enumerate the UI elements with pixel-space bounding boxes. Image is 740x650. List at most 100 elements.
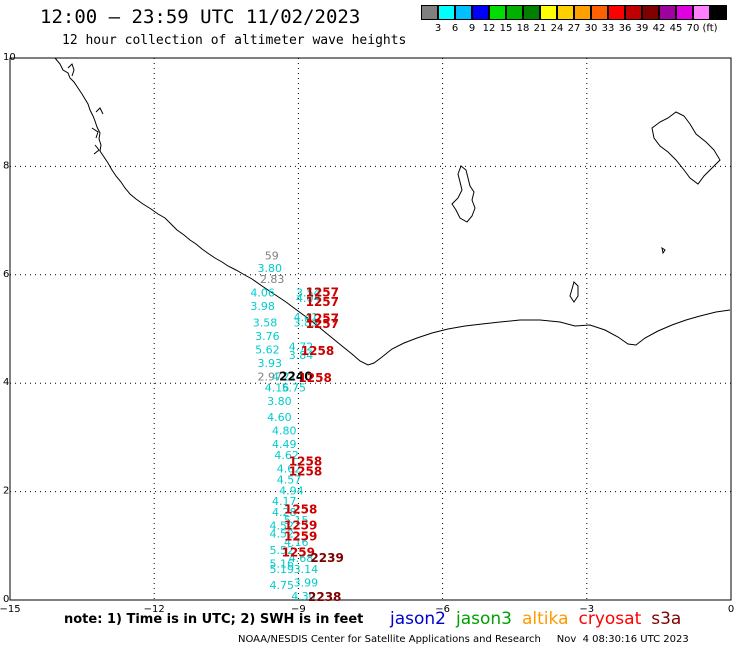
pass-time-label: 2238 [308, 590, 341, 604]
wave-height-label: 5.75 [282, 381, 307, 394]
color-scale-label: 18 [516, 23, 530, 34]
y-tick-label: 2 [3, 486, 9, 497]
wave-height-label: 4.72 [289, 341, 314, 354]
wave-height-label: 5.19 [270, 563, 295, 576]
wave-height-label: 4.62 [277, 463, 302, 476]
wave-height-label: 4.52 [270, 528, 295, 541]
x-tick-label: −12 [144, 604, 165, 615]
x-tick-label: −3 [579, 604, 594, 615]
footnote: note: 1) Time is in UTC; 2) SWH is in fe… [64, 612, 364, 627]
color-scale-swatch [421, 5, 438, 20]
wave-height-label: 3.54 [296, 286, 321, 299]
wave-height-label: 3.80 [258, 262, 283, 275]
color-scale-label: 21 [533, 23, 547, 34]
map-subtitle: 12 hour collection of altimeter wave hei… [62, 33, 407, 48]
color-scale-swatch [489, 5, 506, 20]
wave-height-label: 5.62 [255, 343, 280, 356]
x-tick-label: −9 [291, 604, 306, 615]
wave-height-label: 3.58 [253, 316, 278, 329]
y-tick-label: 8 [3, 160, 9, 171]
color-scale-label: 27 [567, 23, 581, 34]
wave-height-label: 5.15 [284, 514, 309, 527]
pass-time-label: 1257 [306, 311, 339, 325]
wave-height-label: 4.41 [294, 311, 319, 324]
pass-time-label: 1259 [284, 519, 317, 533]
color-scale-swatch [557, 5, 574, 20]
wave-height-label: 3.98 [250, 300, 274, 313]
wave-height-label: 4.17 [272, 495, 297, 508]
color-scale-swatch [659, 5, 676, 20]
wave-height-label: 4.28 [272, 506, 297, 519]
wave-height-label: 4.62 [274, 449, 299, 462]
satellite-legend-item: jason2 [390, 609, 446, 629]
map-grid [9, 57, 732, 601]
pass-time-label: 1257 [306, 317, 339, 331]
color-scale-swatch [608, 5, 625, 20]
color-scale-swatch [472, 5, 489, 20]
wave-height-label: 4.60 [267, 411, 292, 424]
small-lake-2 [661, 246, 666, 255]
nigeria-lakes [651, 111, 721, 185]
color-scale-label: (ft) [702, 23, 718, 34]
wave-height-label: 4.94 [279, 484, 304, 497]
pass-time-label: 2240 [279, 369, 312, 383]
wave-height-label: 4.68 [289, 552, 314, 565]
pass-time-label: 1258 [289, 455, 322, 469]
color-scale-label: 39 [635, 23, 649, 34]
axis-tick-labels: −15 −12 −9 −6 −3 0 10 8 6 4 2 0 [0, 52, 734, 615]
wave-height-label: 4.80 [272, 425, 297, 438]
wave-height-label: 3.93 [258, 357, 283, 370]
wave-height-label: 4.75 [270, 579, 295, 592]
wave-height-label: 59 [265, 250, 279, 263]
color-scale-label: 70 [686, 23, 700, 34]
west-africa-coastline [54, 57, 731, 366]
wave-height-label: 4.04 [296, 292, 321, 305]
satellite-legend-item: s3a [651, 609, 682, 629]
wave-height-label: 3.76 [255, 330, 280, 343]
wave-height-label: 5.16 [270, 557, 295, 570]
y-tick-label: 0 [3, 594, 9, 605]
color-scale-label: 15 [499, 23, 513, 34]
pass-time-label: 1258 [301, 344, 334, 358]
lake-volta [451, 165, 476, 223]
color-scale-swatch [625, 5, 642, 20]
wave-height-label: 2.83 [260, 273, 285, 286]
color-scale-swatch [710, 5, 727, 20]
pass-time-label: 1258 [284, 502, 317, 516]
color-scale-swatch [591, 5, 608, 20]
color-scale-swatch [676, 5, 693, 20]
pass-time-label: 2239 [310, 551, 343, 565]
x-tick-label: −6 [435, 604, 450, 615]
pass-time-label: 1258 [289, 464, 322, 478]
wave-height-label: 4.16 [265, 381, 290, 394]
color-scale-label: 33 [601, 23, 615, 34]
color-scale-label: 36 [618, 23, 632, 34]
satellite-legend-item: jason3 [456, 609, 512, 629]
y-tick-label: 10 [3, 52, 16, 63]
color-scale-label: 30 [584, 23, 598, 34]
map-title: 12:00 – 23:59 UTC 11/02/2023 [40, 6, 361, 28]
map-frame [9, 57, 732, 601]
satellite-legend: jason2 jason3 altika cryosat s3a [390, 609, 691, 629]
wave-height-label: 3.99 [294, 576, 319, 589]
pass-time-labels: 1257125712571257125822401258125812581258… [279, 285, 344, 604]
color-scale-label: 9 [468, 23, 476, 34]
pass-time-label: 1259 [284, 529, 317, 543]
wave-height-label: 2.97 [258, 370, 283, 383]
satellite-legend-item: cryosat [578, 609, 642, 629]
satellite-legend-item: altika [522, 609, 569, 629]
y-tick-label: 6 [3, 269, 9, 280]
color-scale-label: 42 [652, 23, 666, 34]
credit-line: NOAA/NESDIS Center for Satellite Applica… [238, 634, 689, 645]
wave-height-label: 4.49 [272, 438, 297, 451]
color-scale-label: 3 [434, 23, 442, 34]
y-tick-label: 4 [3, 377, 9, 388]
wave-height-label: 3.80 [267, 395, 292, 408]
wave-height-label: 4.30 [291, 590, 316, 603]
color-scale-swatch [642, 5, 659, 20]
coastline [54, 57, 731, 366]
wave-height-label: 3.84 [289, 349, 314, 362]
river-inlet [67, 63, 104, 155]
color-scale-swatch [455, 5, 472, 20]
